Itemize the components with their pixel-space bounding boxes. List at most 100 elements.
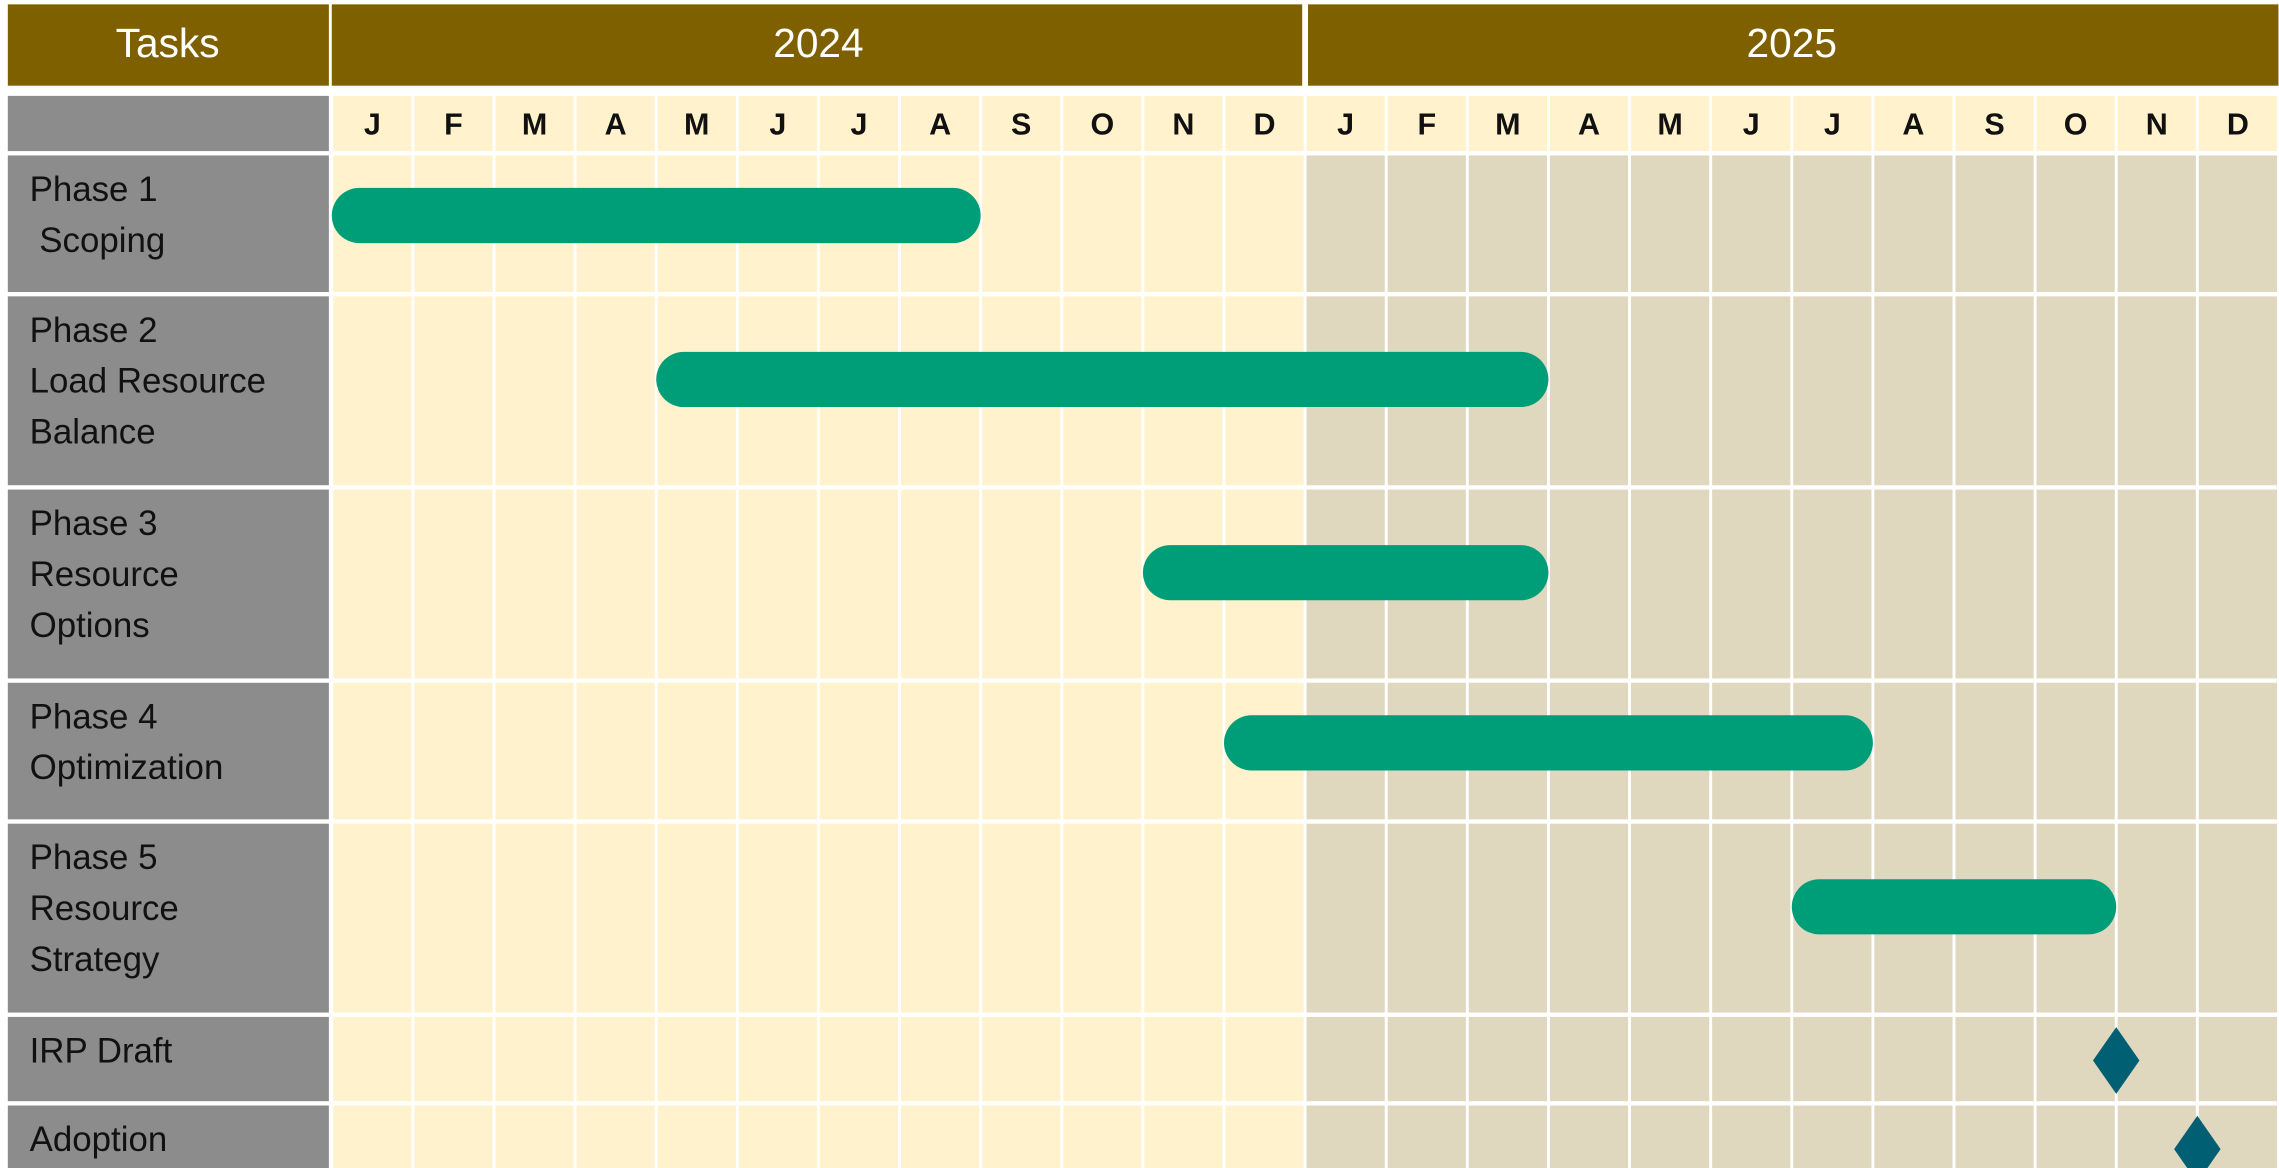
month-cell bbox=[1063, 1016, 1142, 1102]
month-cell bbox=[1225, 1016, 1304, 1102]
month-cell bbox=[1874, 682, 1953, 820]
month-cell bbox=[1955, 155, 2034, 292]
task-label-cell bbox=[7, 1016, 329, 1102]
month-cell bbox=[657, 823, 736, 1013]
month-cell bbox=[576, 682, 655, 820]
month-label: D bbox=[2227, 107, 2249, 141]
month-cell bbox=[1063, 682, 1142, 820]
month-cell bbox=[1874, 155, 1953, 292]
month-label: A bbox=[1902, 107, 1924, 141]
year-header-cell bbox=[331, 4, 1303, 86]
month-header-cell bbox=[1793, 95, 1872, 152]
month-label: M bbox=[684, 107, 709, 141]
month-cell bbox=[495, 489, 574, 679]
month-cell bbox=[819, 1016, 899, 1102]
month-cell bbox=[576, 1016, 655, 1102]
month-cell bbox=[495, 1105, 574, 1168]
task-label: IRP Draft bbox=[30, 1031, 173, 1070]
month-label: A bbox=[605, 107, 627, 141]
month-cell bbox=[738, 682, 817, 820]
month-cell bbox=[1631, 1105, 1710, 1168]
month-cell bbox=[414, 1105, 493, 1168]
month-cell bbox=[901, 1016, 980, 1102]
task-label-cell bbox=[7, 823, 329, 1013]
month-cell bbox=[819, 489, 899, 679]
month-cell bbox=[819, 823, 899, 1013]
month-cell bbox=[1874, 296, 1953, 486]
month-header-cell bbox=[901, 95, 980, 152]
month-cell bbox=[1144, 682, 1223, 820]
month-cell bbox=[1712, 1105, 1791, 1168]
month-cell bbox=[2198, 296, 2277, 486]
month-header-cell bbox=[1306, 95, 1385, 152]
task-label: Options bbox=[30, 606, 150, 645]
task-label-cell bbox=[7, 155, 329, 292]
month-cell bbox=[2036, 296, 2115, 486]
task-label-cell bbox=[7, 682, 329, 820]
month-cell bbox=[1063, 1105, 1142, 1168]
month-label: M bbox=[522, 107, 547, 141]
month-cell bbox=[495, 296, 574, 486]
month-label: S bbox=[1984, 107, 2004, 141]
month-cell bbox=[414, 296, 493, 486]
task-label-cell bbox=[7, 489, 329, 679]
task-label: Balance bbox=[30, 413, 156, 452]
tasks-header-cell bbox=[7, 4, 329, 86]
month-label: J bbox=[769, 107, 786, 141]
month-header-cell bbox=[414, 95, 493, 152]
month-cell bbox=[1631, 296, 1710, 486]
month-label: N bbox=[2146, 107, 2168, 141]
task-label: Optimization bbox=[30, 748, 224, 787]
month-cell bbox=[657, 682, 736, 820]
month-cell bbox=[1144, 823, 1223, 1013]
month-cell bbox=[414, 489, 493, 679]
month-cell bbox=[1631, 823, 1710, 1013]
month-cell bbox=[901, 823, 980, 1013]
month-label: J bbox=[1824, 107, 1841, 141]
month-cell bbox=[1306, 1105, 1385, 1168]
month-header-cell bbox=[1225, 95, 1304, 152]
month-cell bbox=[1712, 489, 1791, 679]
month-cell bbox=[819, 1105, 899, 1168]
month-header-cell bbox=[333, 95, 412, 152]
month-label: D bbox=[1254, 107, 1276, 141]
month-cell bbox=[1225, 823, 1304, 1013]
month-cell bbox=[1955, 1016, 2034, 1102]
month-cell bbox=[1063, 489, 1142, 679]
month-cell bbox=[1468, 155, 1547, 292]
month-label: N bbox=[1172, 107, 1194, 141]
month-cell bbox=[657, 1105, 736, 1168]
month-cell bbox=[2198, 489, 2277, 679]
month-cell bbox=[1225, 1105, 1304, 1168]
month-cell bbox=[1306, 823, 1385, 1013]
month-cell bbox=[1306, 155, 1385, 292]
month-cell bbox=[657, 489, 736, 679]
task-label: Adoption bbox=[30, 1120, 168, 1159]
month-cell bbox=[901, 489, 980, 679]
month-header-cell bbox=[657, 95, 736, 152]
month-label: F bbox=[444, 107, 463, 141]
month-cell bbox=[738, 1105, 817, 1168]
task-label: Phase 3 bbox=[30, 504, 158, 543]
month-label: A bbox=[929, 107, 951, 141]
month-cell bbox=[414, 682, 493, 820]
year-header-cell bbox=[1308, 4, 2279, 86]
month-cell bbox=[1955, 1105, 2034, 1168]
month-cell bbox=[1955, 489, 2034, 679]
month-cell bbox=[333, 489, 412, 679]
month-header-cell bbox=[2198, 95, 2277, 152]
month-cell bbox=[1955, 296, 2034, 486]
task-label: Resource bbox=[30, 555, 179, 594]
month-label: M bbox=[1495, 107, 1520, 141]
month-header-cell bbox=[1063, 95, 1142, 152]
month-cell bbox=[1631, 489, 1710, 679]
tasks-header: Tasks bbox=[116, 20, 220, 66]
month-cell bbox=[1063, 155, 1142, 292]
month-cell bbox=[1387, 1016, 1466, 1102]
month-label: O bbox=[1090, 107, 1114, 141]
month-cell bbox=[495, 1016, 574, 1102]
month-cell bbox=[982, 682, 1061, 820]
month-label: O bbox=[2064, 107, 2088, 141]
month-cell bbox=[1144, 1016, 1223, 1102]
